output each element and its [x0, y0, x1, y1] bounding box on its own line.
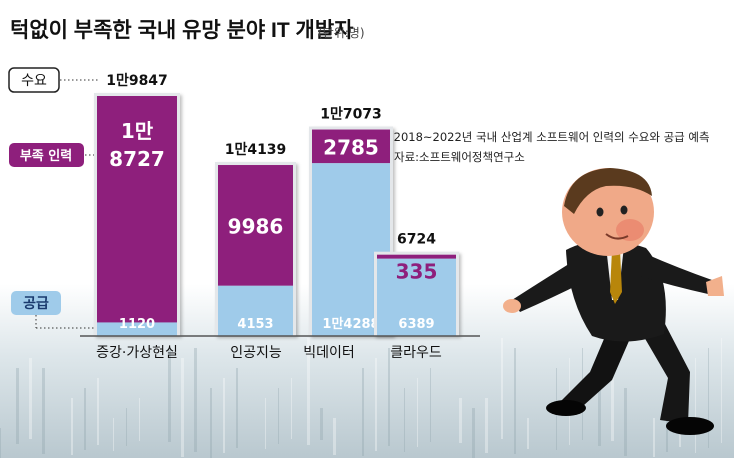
legend-supply: 공급	[11, 291, 100, 329]
background-streak	[97, 378, 99, 445]
legend-supply-label: 공급	[23, 296, 49, 312]
background-streak	[333, 418, 336, 455]
shortage-label: 8727	[109, 147, 165, 171]
background-streak	[0, 428, 1, 458]
background-streak	[71, 398, 73, 455]
background-streak	[126, 408, 127, 446]
background-streak	[598, 388, 601, 446]
bar-supply	[377, 258, 456, 336]
background-streak	[695, 358, 696, 453]
background-streak	[181, 358, 184, 457]
background-streak	[404, 388, 405, 452]
background-streak	[362, 368, 364, 456]
background-streak	[430, 368, 431, 442]
background-streak	[84, 388, 86, 450]
bar-supply	[97, 322, 177, 336]
total-label: 6724	[397, 232, 436, 248]
background-streak	[527, 418, 529, 449]
chart-title: 턱없이 부족한 국내 유망 분야 IT 개발자	[10, 19, 354, 42]
shortage-label: 1만	[121, 119, 154, 143]
total-label: 1만4139	[225, 142, 287, 158]
background-streak	[168, 348, 171, 442]
shortage-label: 9986	[228, 214, 284, 238]
background-streak	[236, 368, 238, 448]
supply-label: 1120	[119, 317, 155, 332]
bar-supply	[218, 285, 293, 336]
supply-label: 6389	[398, 317, 434, 332]
background-streak	[139, 398, 140, 441]
background-streak	[472, 408, 475, 458]
supply-label: 1만4288	[322, 316, 379, 332]
total-label: 1만7073	[320, 107, 382, 123]
background-streak	[278, 388, 279, 444]
x-tick-label: 클라우드	[390, 345, 442, 361]
background-streak	[42, 368, 45, 454]
bar-shortage	[97, 96, 177, 323]
background-streak	[708, 348, 709, 448]
legend-demand-label: 수요	[21, 73, 47, 89]
legend-demand: 수요	[8, 67, 100, 93]
background-streak	[265, 398, 266, 449]
background-streak	[653, 418, 655, 457]
background-streak	[666, 408, 668, 452]
background-streak	[417, 378, 418, 447]
background-streak	[721, 338, 722, 443]
bar-shortage	[218, 165, 293, 286]
x-tick-label: 빅데이터	[303, 345, 355, 361]
background-streak	[388, 348, 390, 446]
background-streak	[113, 418, 114, 451]
running-businessman-illustration	[503, 168, 724, 435]
bars-layer: 1만9847 1만 8727 1120 1만4139 9986 4153 1만7073 2785…	[94, 73, 459, 336]
x-axis-labels: 증강·가상현실 인공지능 빅데이터 클라우드	[96, 345, 442, 361]
total-label: 1만9847	[106, 73, 168, 89]
background-streak	[291, 378, 292, 439]
x-tick-label: 인공지능	[230, 345, 282, 361]
background-streak	[223, 378, 225, 453]
background-streak	[485, 398, 488, 453]
source-note: ※2018~2022년 국내 산업계 소프트웨어 인력의 수요와 공급 예측	[384, 130, 710, 144]
legend-shortage-label: 부족 인력	[20, 148, 72, 164]
background-streak	[375, 358, 377, 451]
background-streak	[210, 388, 212, 458]
background-streak	[307, 338, 310, 445]
unit-label: (단위:명)	[318, 26, 365, 40]
bar-shortage	[312, 129, 390, 164]
background-streak	[320, 408, 323, 440]
background-streak	[624, 388, 627, 456]
background-streaks	[0, 338, 722, 458]
background-streak	[194, 348, 197, 452]
shortage-label: 335	[396, 260, 438, 284]
background-streak	[16, 368, 19, 444]
background-streak	[611, 378, 614, 441]
supply-label: 4153	[237, 317, 273, 332]
background-streak	[29, 358, 32, 439]
source-credit: 자료:소프트웨어정책연구소	[394, 150, 525, 164]
background-streak	[459, 398, 462, 443]
background-streak	[501, 338, 503, 439]
x-tick-label: 증강·가상현실	[96, 345, 178, 361]
shortage-label: 2785	[323, 135, 379, 159]
legend-shortage: 부족 인력	[9, 143, 100, 167]
background-streak	[514, 348, 516, 454]
bar-shortage	[377, 254, 456, 259]
